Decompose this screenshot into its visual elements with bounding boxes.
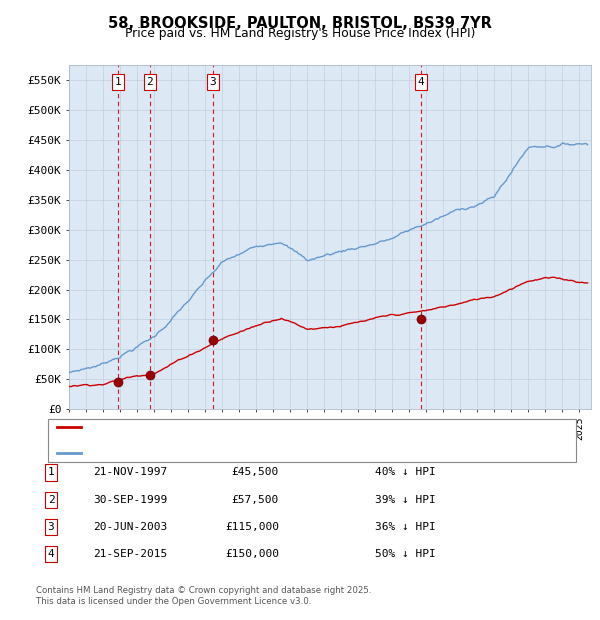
Text: 40% ↓ HPI: 40% ↓ HPI — [375, 467, 436, 477]
Text: £57,500: £57,500 — [232, 495, 279, 505]
Text: 21-NOV-1997: 21-NOV-1997 — [93, 467, 167, 477]
Text: 20-JUN-2003: 20-JUN-2003 — [93, 522, 167, 532]
Text: £150,000: £150,000 — [225, 549, 279, 559]
Text: 58, BROOKSIDE, PAULTON, BRISTOL, BS39 7YR (semi-detached house): 58, BROOKSIDE, PAULTON, BRISTOL, BS39 7Y… — [87, 422, 453, 432]
Text: Contains HM Land Registry data © Crown copyright and database right 2025.: Contains HM Land Registry data © Crown c… — [36, 586, 371, 595]
Text: £115,000: £115,000 — [225, 522, 279, 532]
Text: 36% ↓ HPI: 36% ↓ HPI — [375, 522, 436, 532]
Text: 1: 1 — [115, 77, 121, 87]
Text: 3: 3 — [209, 77, 217, 87]
Text: 4: 4 — [418, 77, 425, 87]
Text: 3: 3 — [47, 522, 55, 532]
Text: £45,500: £45,500 — [232, 467, 279, 477]
Text: 2: 2 — [146, 77, 153, 87]
Text: Price paid vs. HM Land Registry's House Price Index (HPI): Price paid vs. HM Land Registry's House … — [125, 27, 475, 40]
Text: 2: 2 — [47, 495, 55, 505]
Text: This data is licensed under the Open Government Licence v3.0.: This data is licensed under the Open Gov… — [36, 597, 311, 606]
Text: 39% ↓ HPI: 39% ↓ HPI — [375, 495, 436, 505]
Text: 50% ↓ HPI: 50% ↓ HPI — [375, 549, 436, 559]
Text: 30-SEP-1999: 30-SEP-1999 — [93, 495, 167, 505]
Text: 1: 1 — [47, 467, 55, 477]
Text: 21-SEP-2015: 21-SEP-2015 — [93, 549, 167, 559]
Text: HPI: Average price, semi-detached house, Bath and North East Somerset: HPI: Average price, semi-detached house,… — [87, 448, 467, 458]
Text: 4: 4 — [47, 549, 55, 559]
Text: 58, BROOKSIDE, PAULTON, BRISTOL, BS39 7YR: 58, BROOKSIDE, PAULTON, BRISTOL, BS39 7Y… — [108, 16, 492, 30]
